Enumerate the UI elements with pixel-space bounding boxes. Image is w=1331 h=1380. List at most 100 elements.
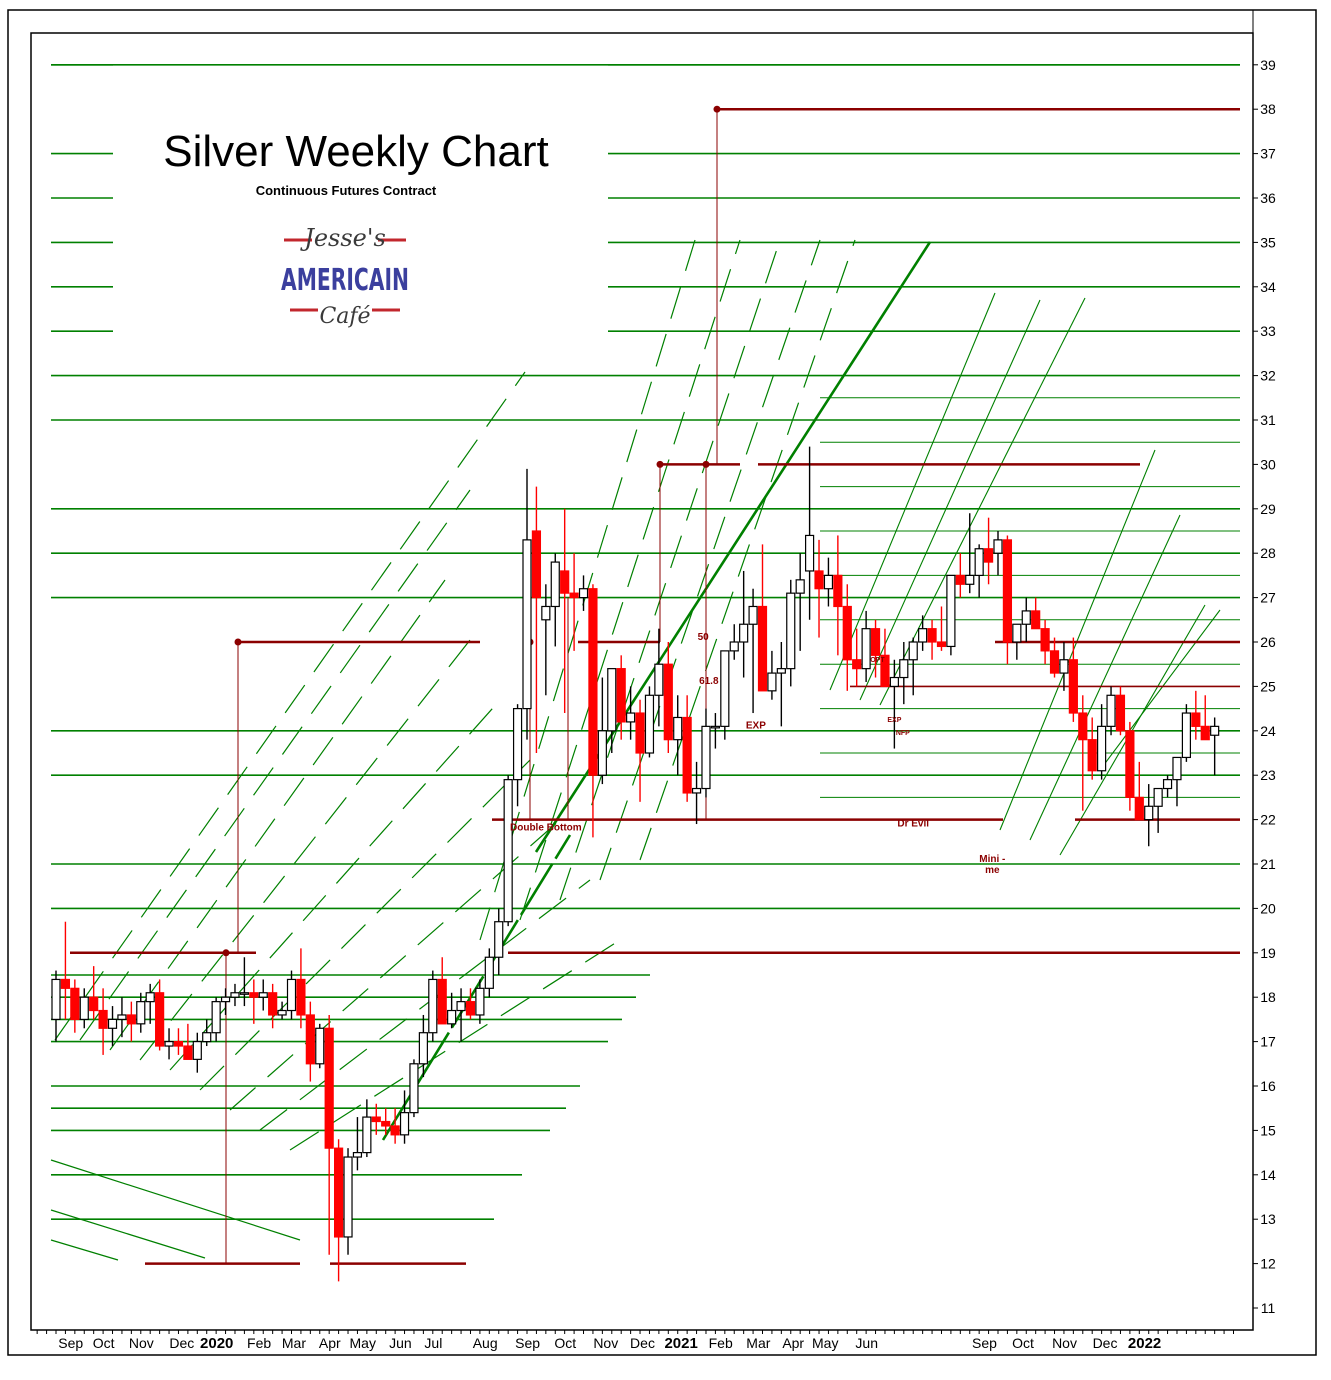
chart-title: Silver Weekly Chart [163,127,549,176]
x-tick-label: 2020 [200,1335,233,1352]
x-tick-label: Apr [319,1335,341,1351]
candle-body [1068,659,1078,714]
chart-annotation: me [985,865,1000,876]
x-tick-label: Mar [746,1335,770,1351]
y-tick-label: 20 [1260,900,1276,916]
candle-body [955,574,965,585]
candle-body [324,1027,334,1149]
chart-annotation: OPT [870,657,885,664]
x-tick-label: Jun [855,1335,878,1351]
trendline [879,297,1086,706]
x-tick-label: 2021 [664,1335,697,1352]
candle-body [739,623,749,643]
support-resistance-layer [51,64,1240,1265]
candle-layer [51,446,1220,1282]
candle-body [908,641,918,661]
candle-body [691,787,702,794]
annotation-layer: Double Bottom 50 61.8 EXP OPT EXP NFP Dr Evil Mi… [510,632,1005,876]
candle-body [456,1001,466,1012]
candle-body [484,956,494,989]
y-tick-label: 35 [1260,234,1276,250]
candle-body [776,668,786,674]
candle-body [1162,779,1173,790]
candle-body [1144,805,1154,821]
candle-body [315,1027,325,1065]
candle-body [918,628,928,643]
candle-body [1078,712,1088,741]
candle-body [136,1001,146,1025]
candle-body [1040,628,1050,652]
x-tick-label: Dec [1093,1335,1118,1351]
candle-body [183,1045,193,1060]
candle-body [343,1156,353,1238]
measure-point [222,949,230,957]
y-tick-label: 39 [1260,57,1276,73]
candle-body [211,1001,221,1034]
logo-wordmark: AMERICAIN [281,263,409,298]
candle-body [541,605,551,621]
y-tick-label: 25 [1260,678,1276,694]
trendline [1099,609,1221,771]
x-tick-label: Nov [1052,1335,1077,1351]
candle-body [60,978,71,989]
candle-body [626,712,636,723]
candle-body [1049,650,1060,674]
candle-body [710,725,721,729]
candle-body [399,1112,410,1136]
candle-body [993,539,1003,554]
candle-body [334,1147,344,1238]
candle-body [70,987,80,1021]
y-tick-label: 36 [1260,190,1276,206]
candle-body [512,707,523,781]
candle-body [861,628,871,670]
trendline [1029,514,1181,841]
candle-body [578,588,589,599]
candle-body [1059,659,1069,674]
trendline [54,371,526,1041]
x-tick-label: 2022 [1128,1335,1161,1352]
chart-annotation: Mini - [979,854,1005,865]
measure-point [234,638,242,646]
measure-point [656,460,664,468]
measure-point [702,460,710,468]
logo-script-top: Jesse's [299,224,386,252]
candle-body [1002,539,1013,643]
candle-body [531,530,542,599]
y-tick-label: 21 [1260,856,1276,872]
candle-body [145,992,155,1003]
candle-body [974,548,984,577]
candle-body [437,978,447,1025]
title-background [115,92,607,342]
candle-body [899,659,909,679]
x-tick-label: Oct [1012,1335,1034,1351]
trendline [79,489,471,1041]
trendline [50,1239,119,1261]
trendline [829,292,996,691]
candle-body [1153,787,1163,807]
trendline [139,639,471,1061]
candle-body [1210,725,1220,736]
candle-body [277,1009,287,1016]
candle-body [296,978,306,1016]
y-tick-label: 13 [1260,1211,1276,1227]
chart-annotation: Dr Evil [897,818,929,829]
time-axis: Sep Oct Nov Dec 2020 Feb Mar Apr May Jun Jul Aug Sep… [36,1330,1234,1352]
candle-body [946,574,956,648]
y-tick-label: 17 [1260,1034,1276,1050]
candle-body [616,668,626,723]
candle-body [550,561,560,608]
y-tick-label: 11 [1261,1300,1276,1316]
candle-body [889,676,899,688]
candle-body [220,996,231,1003]
candle-body [1125,730,1135,798]
candle-body [607,668,617,732]
candle-body [663,663,673,741]
y-tick-label: 28 [1260,545,1276,561]
y-tick-label: 16 [1260,1078,1276,1094]
x-tick-label: Jun [389,1335,412,1351]
trendline [859,299,1041,701]
candle-body [870,628,881,656]
y-tick-label: 26 [1260,634,1276,650]
